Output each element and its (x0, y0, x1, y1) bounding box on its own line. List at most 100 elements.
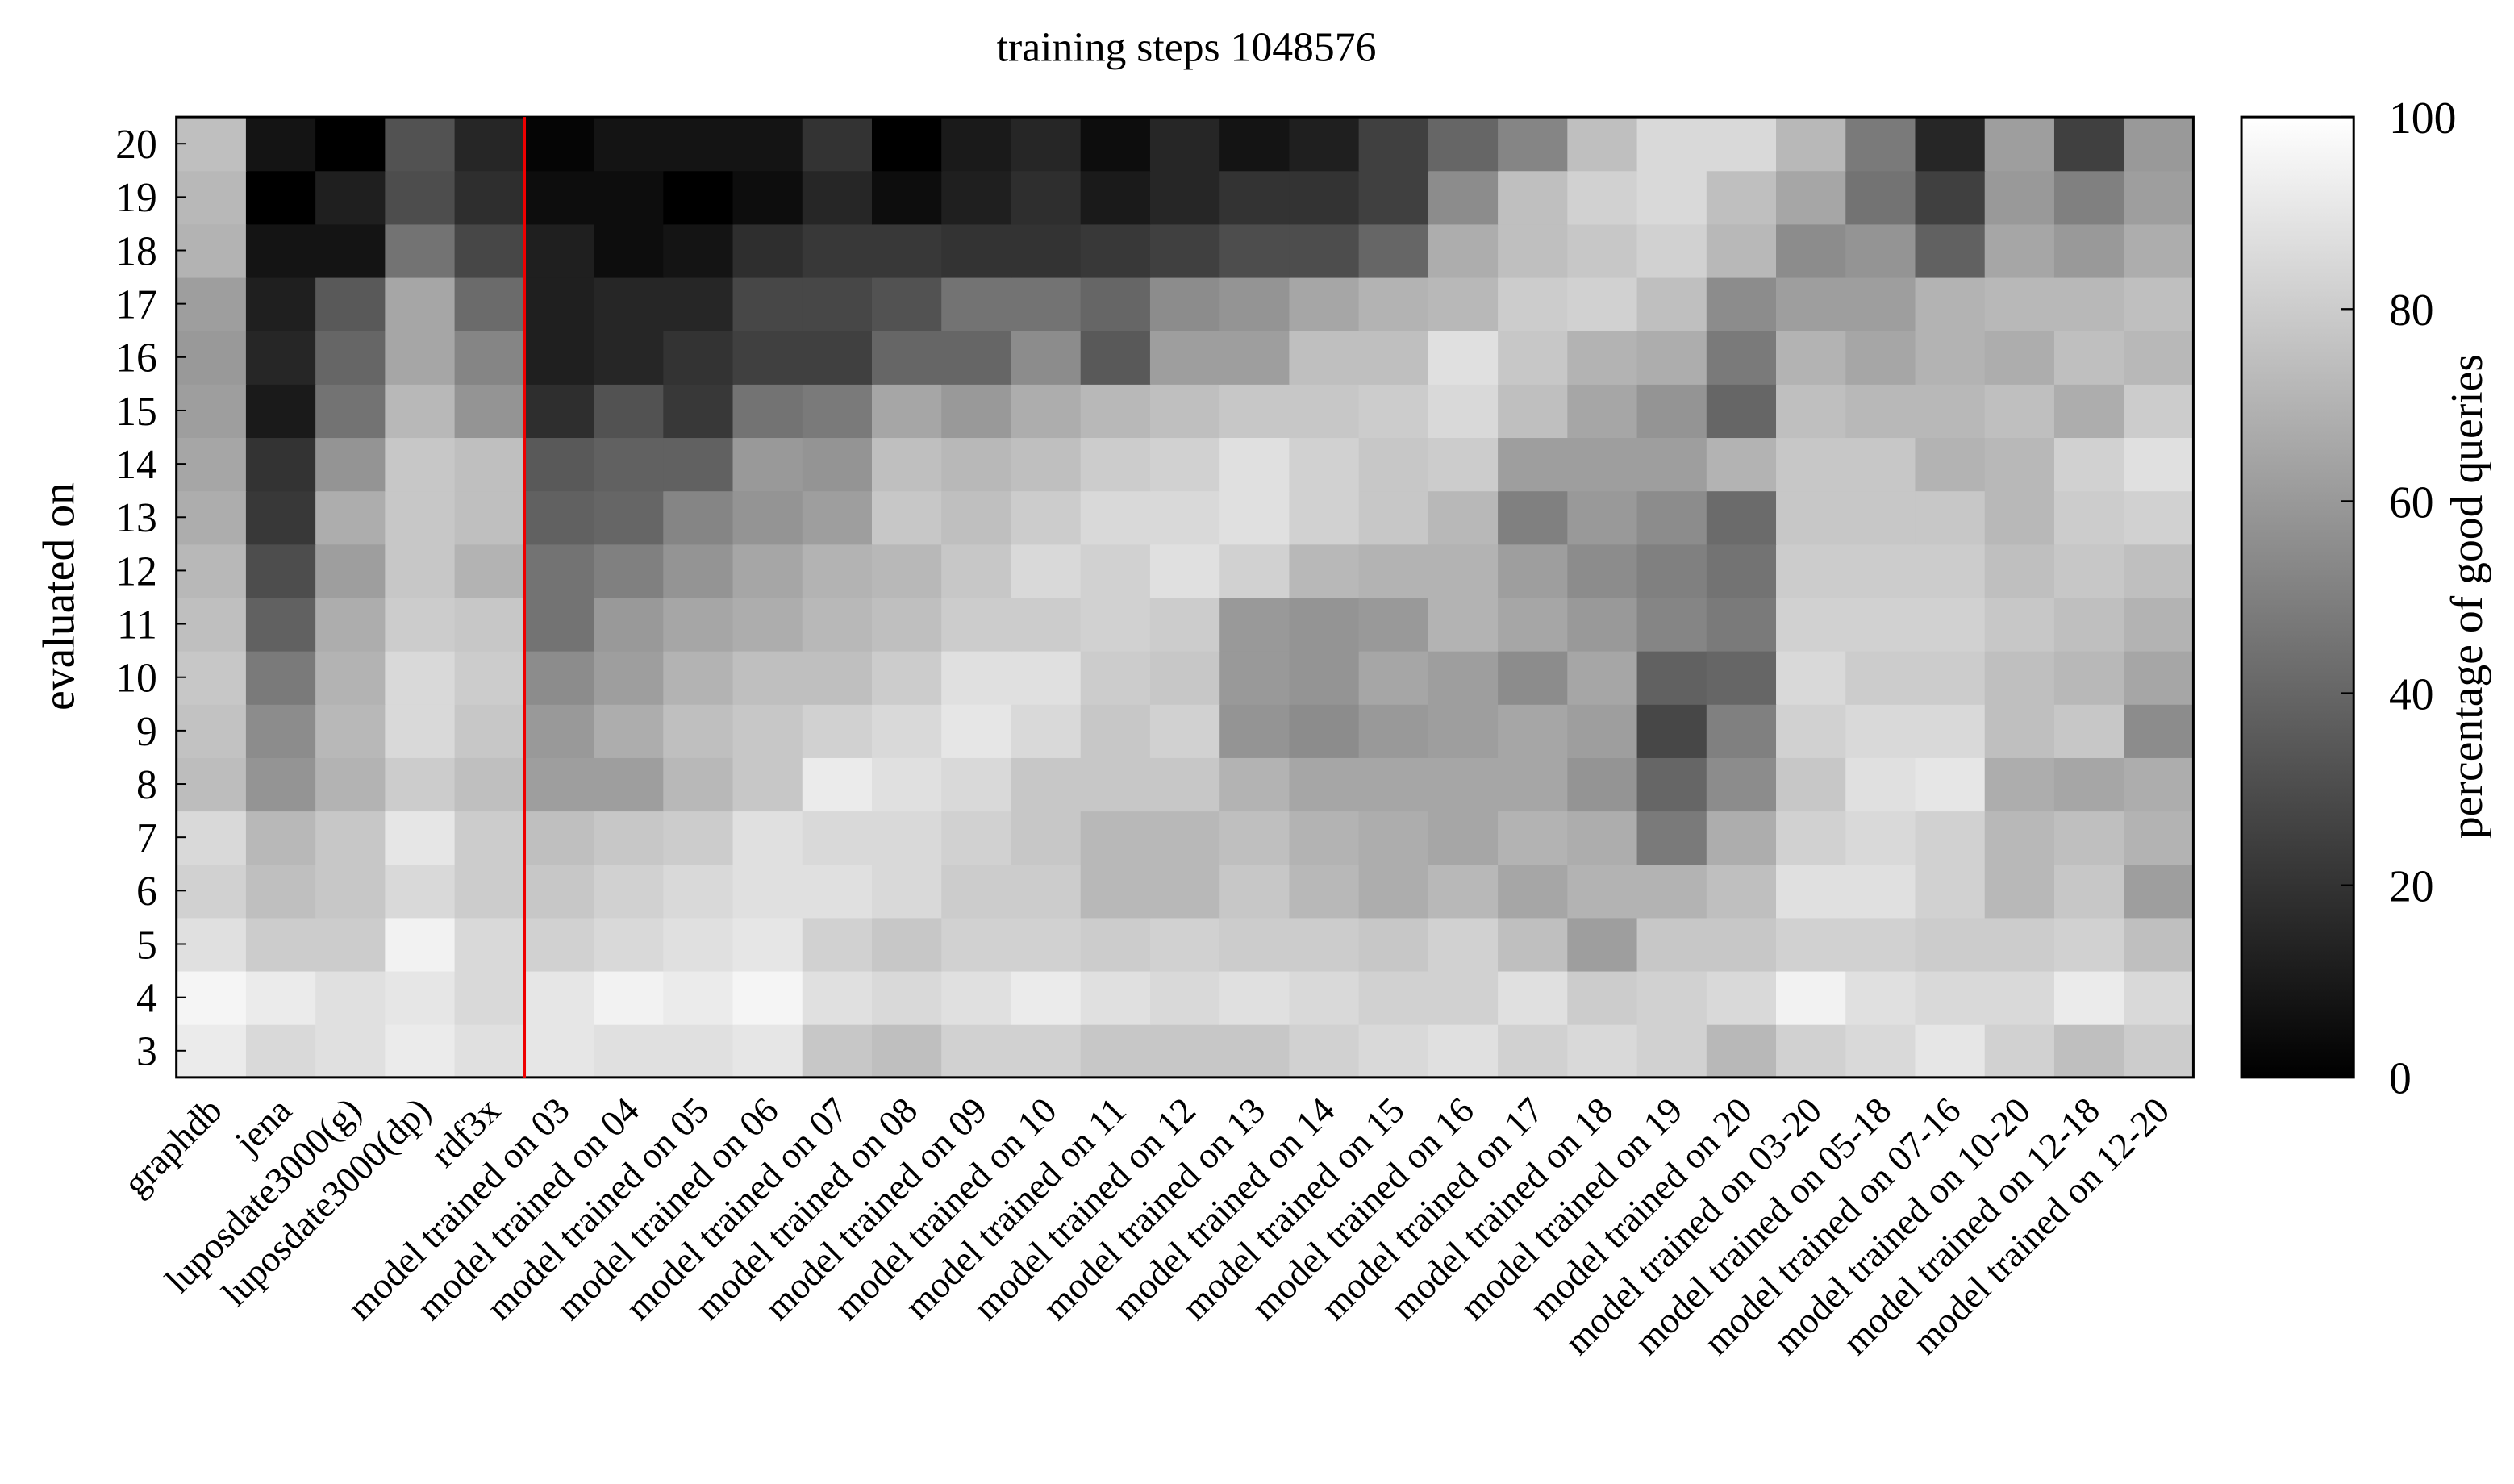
heatmap-cell (1776, 330, 1847, 385)
heatmap-cell (1845, 437, 1916, 492)
heatmap-cell (1706, 170, 1778, 225)
heatmap-cell (176, 597, 247, 652)
heatmap-cell (1080, 703, 1151, 758)
heatmap-cell (1706, 757, 1778, 812)
heatmap-cell (176, 1023, 247, 1078)
heatmap-cell (1776, 1023, 1847, 1078)
heatmap-cell (1984, 703, 2055, 758)
heatmap-cell (594, 597, 665, 652)
heatmap-cell (1289, 917, 1360, 972)
heatmap-cell (1498, 223, 1569, 278)
heatmap-cell (176, 223, 247, 278)
heatmap-cell (594, 544, 665, 598)
plot-frame (175, 115, 2195, 1079)
y-tick-label: 4 (136, 976, 157, 1022)
heatmap-cell (1289, 650, 1360, 705)
heatmap-cell (1636, 330, 1707, 385)
heatmap-cell (663, 544, 734, 598)
heatmap-cell (1219, 277, 1290, 331)
heatmap-cell (594, 170, 665, 225)
colorbar-tick-label: 20 (2389, 862, 2434, 912)
heatmap-cell (871, 277, 943, 331)
heatmap-cell (1498, 703, 1569, 758)
heatmap-cell (1498, 650, 1569, 705)
heatmap-cell (2053, 117, 2125, 172)
heatmap-cell (1428, 330, 1499, 385)
heatmap-cell (1498, 1023, 1569, 1078)
heatmap-cell (594, 490, 665, 545)
heatmap-cell (1706, 811, 1778, 865)
heatmap-cell (802, 811, 873, 865)
heatmap-cell (871, 1023, 943, 1078)
heatmap-cell (385, 170, 456, 225)
heatmap-cell (1636, 437, 1707, 492)
heatmap-cell (1567, 757, 1638, 812)
heatmap-cell (1219, 864, 1290, 919)
heatmap-cell (245, 650, 317, 705)
heatmap-cell (1776, 383, 1847, 439)
heatmap-cell (1984, 117, 2055, 172)
heatmap-cell (1776, 490, 1847, 545)
heatmap-cell (1498, 864, 1569, 919)
heatmap-cell (871, 757, 943, 812)
heatmap-cell (245, 117, 317, 172)
heatmap-cell (732, 437, 803, 492)
heatmap-cell (732, 1023, 803, 1078)
heatmap-cell (1011, 703, 1082, 758)
heatmap-cell (732, 864, 803, 919)
colorbar-tick-label: 0 (2389, 1054, 2412, 1104)
heatmap-cell (454, 597, 525, 652)
heatmap-cell (802, 1023, 873, 1078)
colorbar-tick-label: 60 (2389, 477, 2434, 527)
heatmap-cell (802, 330, 873, 385)
heatmap-cell (2053, 383, 2125, 439)
heatmap-cell (1845, 383, 1916, 439)
heatmap-cell (1080, 383, 1151, 439)
heatmap-cell (176, 917, 247, 972)
heatmap-cell (732, 970, 803, 1025)
heatmap-cell (1289, 117, 1360, 172)
heatmap-cell (1428, 223, 1499, 278)
heatmap-cell (385, 597, 456, 652)
heatmap-cell (1984, 544, 2055, 598)
heatmap-cell (1428, 917, 1499, 972)
heatmap-cell (941, 330, 1012, 385)
heatmap-cell (1776, 437, 1847, 492)
heatmap-cell (176, 383, 247, 439)
heatmap-cell (1080, 330, 1151, 385)
heatmap-cell (454, 917, 525, 972)
y-tick-label: 8 (136, 762, 157, 808)
heatmap-cell (315, 544, 386, 598)
heatmap-cell (523, 811, 595, 865)
heatmap-cell (385, 117, 456, 172)
heatmap-cell (1428, 811, 1499, 865)
heatmap-cell (1080, 811, 1151, 865)
heatmap-cell (1289, 170, 1360, 225)
heatmap-cell (1289, 277, 1360, 331)
heatmap-cell (802, 650, 873, 705)
chart-title: training steps 1048576 (997, 25, 1377, 71)
heatmap-cell (1149, 277, 1221, 331)
heatmap-cell (1080, 170, 1151, 225)
heatmap-cell (1358, 544, 1429, 598)
colorbar-tick-label: 100 (2389, 94, 2456, 144)
heatmap-cell (245, 330, 317, 385)
heatmap-cell (1567, 330, 1638, 385)
heatmap-cell (1636, 864, 1707, 919)
heatmap-cell (1498, 811, 1569, 865)
heatmap-cell (663, 223, 734, 278)
heatmap-cell (245, 970, 317, 1025)
heatmap-cell (1636, 811, 1707, 865)
heatmap-cell (1149, 597, 1221, 652)
heatmap-cell (2124, 757, 2195, 812)
heatmap-cell (176, 970, 247, 1025)
heatmap-cell (1706, 490, 1778, 545)
heatmap-cell (2124, 703, 2195, 758)
heatmap-cell (523, 917, 595, 972)
heatmap-cell (871, 223, 943, 278)
heatmap-cell (454, 277, 525, 331)
heatmap-cell (663, 1023, 734, 1078)
heatmap-cell (663, 383, 734, 439)
heatmap-cell (1219, 597, 1290, 652)
